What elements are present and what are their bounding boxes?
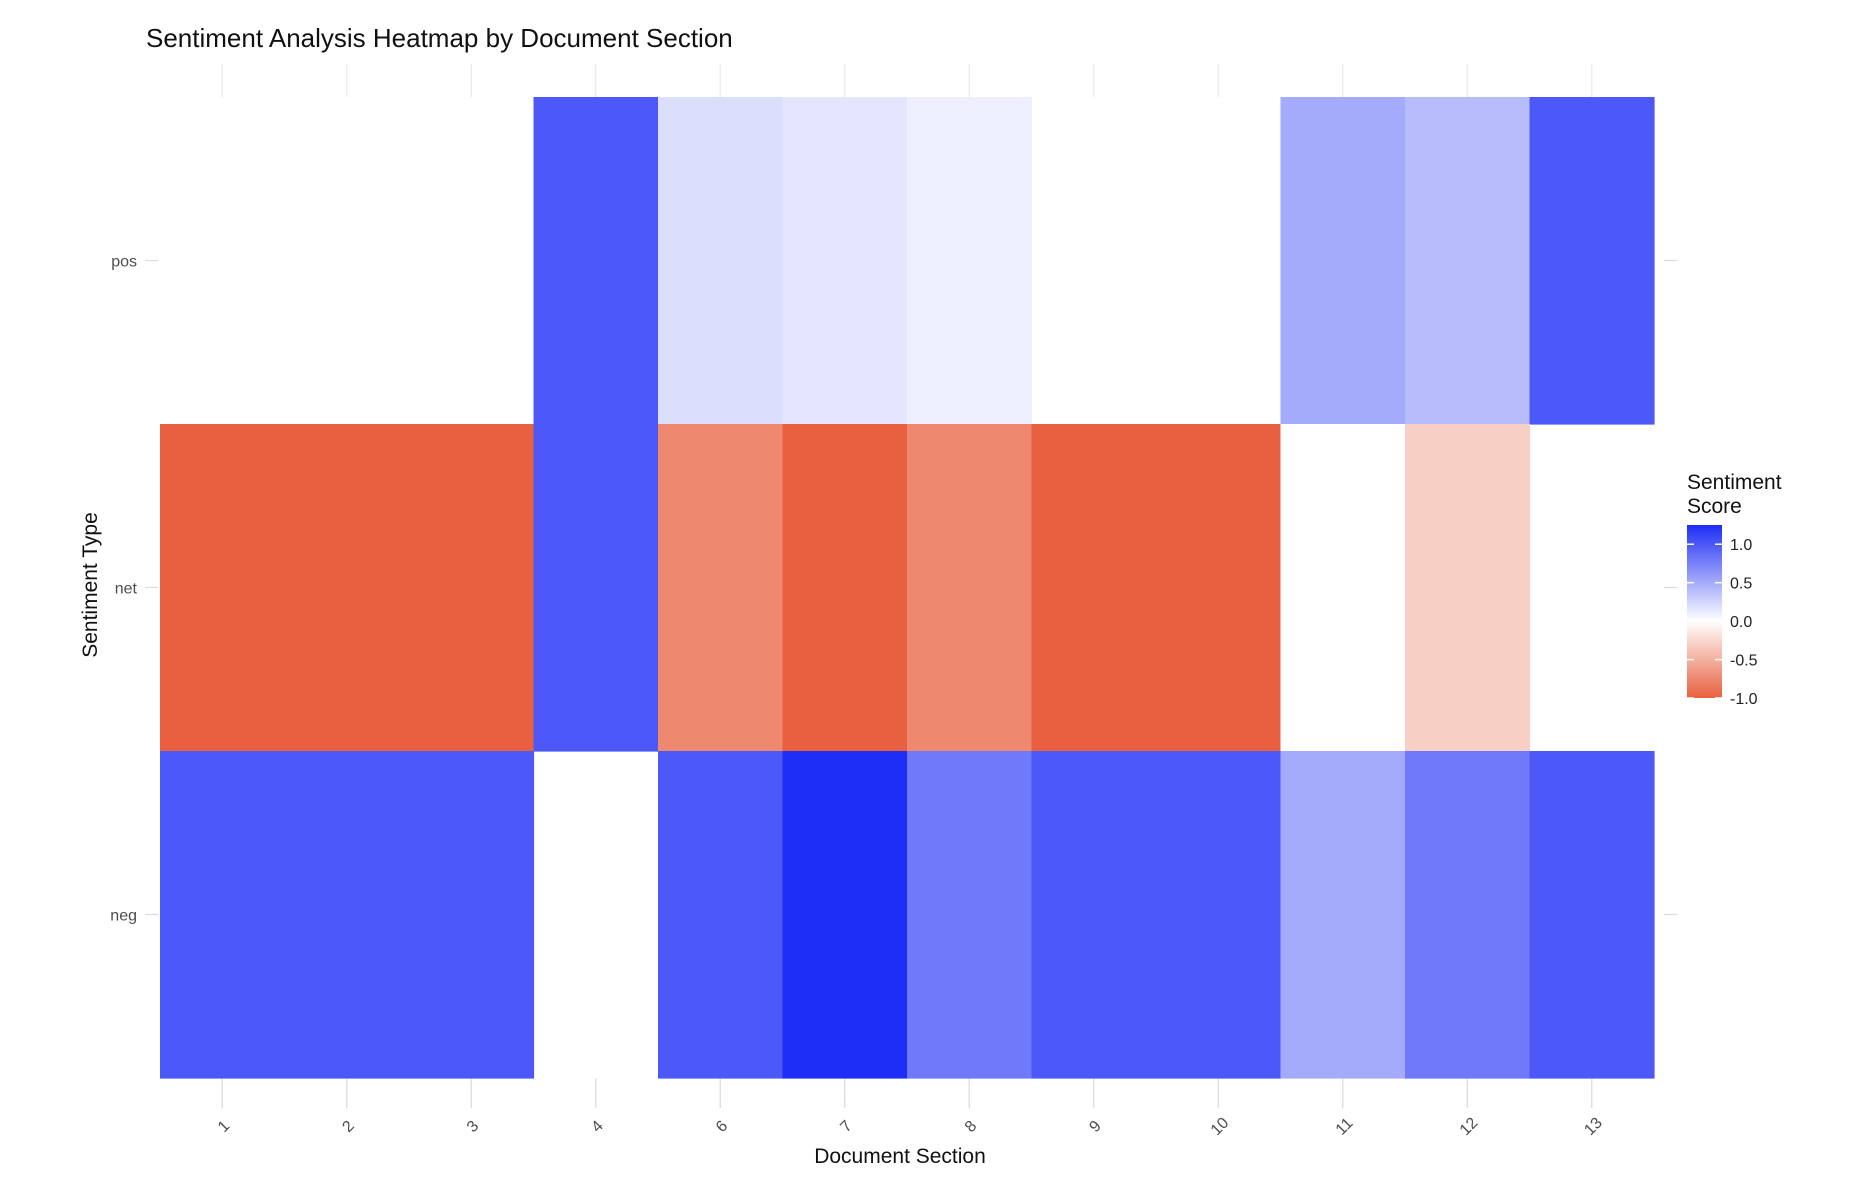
legend-tick-label: -1.0 xyxy=(1730,691,1758,708)
heatmap-cell xyxy=(782,97,908,425)
heatmap-cell xyxy=(1156,424,1282,752)
x-tick-label: 3 xyxy=(464,1118,482,1136)
heatmap-cell xyxy=(533,97,659,425)
legend-tick-label: 1.0 xyxy=(1730,537,1752,554)
heatmap-cell xyxy=(409,751,535,1079)
heatmap-cell xyxy=(409,424,535,752)
heatmap-cell xyxy=(160,751,286,1079)
heatmap-cell xyxy=(782,751,908,1079)
heatmap-cell xyxy=(658,424,784,752)
axis-ticks xyxy=(145,259,1677,1108)
legend-title-line1: Sentiment xyxy=(1687,471,1782,494)
heatmap-cell xyxy=(284,751,410,1079)
heatmap-cell xyxy=(160,424,286,752)
y-tick-label: pos xyxy=(111,254,137,271)
x-tick-label: 9 xyxy=(1086,1118,1104,1136)
legend-tick-label: -0.5 xyxy=(1730,653,1758,670)
x-axis-tick-labels: 1 2 3 4 6 7 8 9 10 11 12 13 xyxy=(215,1114,1606,1139)
legend-ticks: 1.0 0.5 0.0 -0.5 -1.0 xyxy=(1687,537,1758,708)
heatmap-cell xyxy=(1529,751,1655,1079)
x-tick-label: 10 xyxy=(1208,1114,1233,1139)
grid-lines xyxy=(221,64,1593,97)
heatmap-cell xyxy=(907,97,1033,425)
heatmap-cell xyxy=(284,424,410,752)
heatmap-cells xyxy=(160,97,1655,1079)
heatmap-cell xyxy=(1529,97,1655,425)
x-tick-label: 12 xyxy=(1457,1114,1482,1139)
x-tick-label: 6 xyxy=(713,1118,731,1136)
x-tick-label: 2 xyxy=(339,1118,357,1136)
heatmap-cell xyxy=(782,424,908,752)
legend-title-line2: Score xyxy=(1687,495,1742,518)
heatmap-cell xyxy=(907,751,1033,1079)
x-tick-label: 11 xyxy=(1333,1115,1357,1139)
heatmap-cell xyxy=(1405,424,1531,752)
x-axis-title: Document Section xyxy=(814,1145,986,1168)
y-axis-tick-labels: pos net neg xyxy=(110,254,137,925)
heatmap-cell xyxy=(1031,751,1157,1079)
x-tick-label: 13 xyxy=(1581,1114,1606,1139)
y-tick-label: net xyxy=(115,581,138,598)
chart-title: Sentiment Analysis Heatmap by Document S… xyxy=(146,23,733,53)
heatmap-cell xyxy=(1280,751,1406,1079)
x-tick-label: 4 xyxy=(588,1118,606,1136)
legend-tick-label: 0.0 xyxy=(1730,614,1752,631)
heatmap-cell xyxy=(533,424,659,752)
heatmap-cell xyxy=(1405,97,1531,425)
heatmap-cell xyxy=(1405,751,1531,1079)
x-tick-label: 7 xyxy=(837,1118,855,1136)
heatmap-cell xyxy=(658,751,784,1079)
heatmap-cell xyxy=(1280,97,1406,425)
y-tick-label: neg xyxy=(110,908,137,925)
y-axis-title: Sentiment Type xyxy=(79,512,102,658)
heatmap-cell xyxy=(658,97,784,425)
heatmap-cell xyxy=(1280,424,1406,752)
x-tick-label: 1 xyxy=(215,1118,233,1136)
heatmap-cell xyxy=(1031,424,1157,752)
heatmap-cell xyxy=(1156,751,1282,1079)
legend-tick-label: 0.5 xyxy=(1730,576,1752,593)
color-legend: Sentiment Score 1.0 0.5 0.0 -0.5 -1.0 xyxy=(1687,471,1782,708)
heatmap-cell xyxy=(907,424,1033,752)
legend-color-bar xyxy=(1687,525,1722,698)
x-tick-label: 8 xyxy=(962,1118,980,1136)
